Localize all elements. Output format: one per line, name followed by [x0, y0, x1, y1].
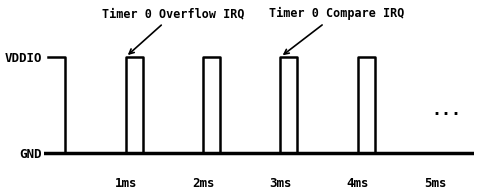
Text: Timer 0 Compare IRQ: Timer 0 Compare IRQ: [269, 7, 404, 54]
Text: Timer 0 Overflow IRQ: Timer 0 Overflow IRQ: [102, 8, 245, 54]
Text: ...: ...: [432, 101, 462, 119]
